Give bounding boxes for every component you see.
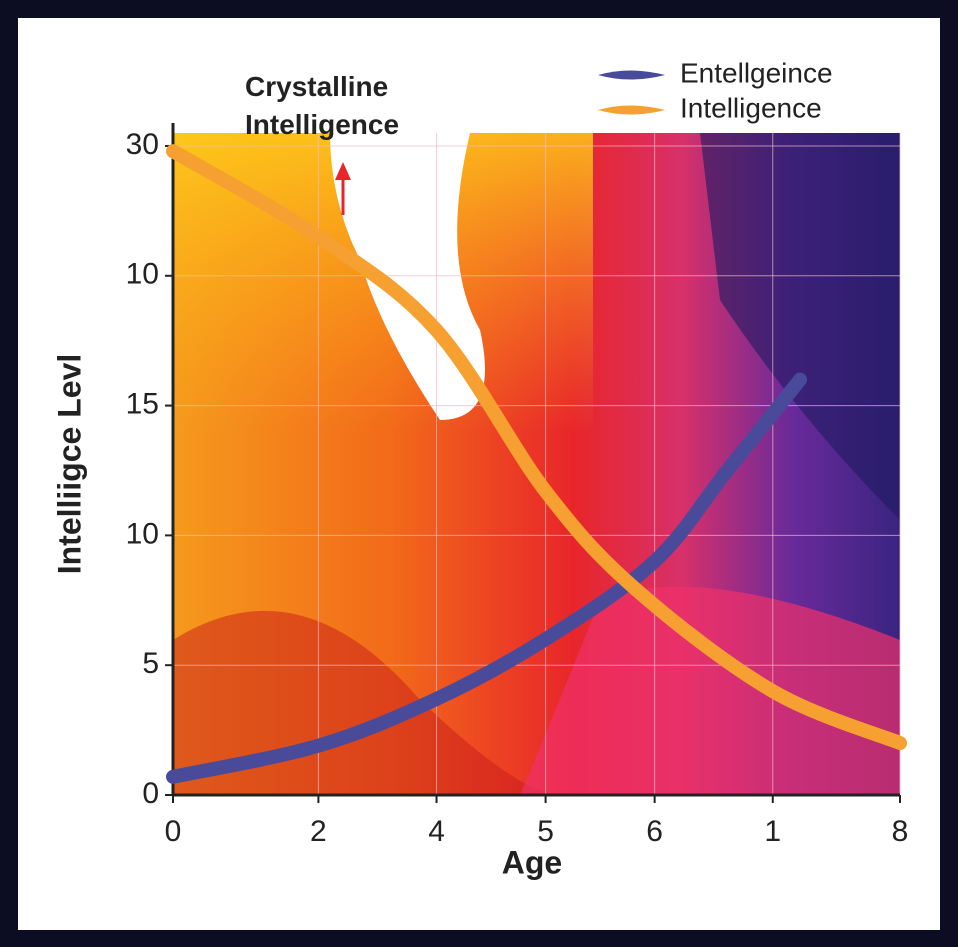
x-tick-label: 2: [310, 815, 327, 848]
legend-swatch: [598, 70, 665, 80]
x-tick-label: 8: [892, 815, 909, 848]
legend-swatch: [598, 105, 665, 115]
legend-label: Entellgeince: [680, 57, 833, 88]
y-tick-label: 30: [126, 128, 159, 161]
x-tick-label: 1: [764, 815, 781, 848]
y-tick-label: 10: [126, 258, 159, 291]
y-tick-label: 10: [126, 517, 159, 550]
x-axis-label: Age: [502, 844, 562, 880]
annotation: Crystalline Intelligence: [245, 71, 400, 140]
x-tick-label: 6: [646, 815, 663, 848]
y-axis-label: Intelliigce Levl: [51, 354, 87, 575]
y-tick-label: 5: [142, 647, 159, 680]
y-tick-label: 15: [126, 388, 159, 421]
legend-label: Intelligence: [680, 92, 822, 123]
x-tick-label: 0: [165, 815, 182, 848]
series-line: [166, 144, 907, 751]
annotation-arrowhead: [335, 162, 351, 180]
x-tick-label: 4: [428, 815, 445, 848]
x-tick-label: 5: [537, 815, 554, 848]
series-line: [166, 372, 808, 784]
y-tick-label: 0: [142, 777, 159, 810]
